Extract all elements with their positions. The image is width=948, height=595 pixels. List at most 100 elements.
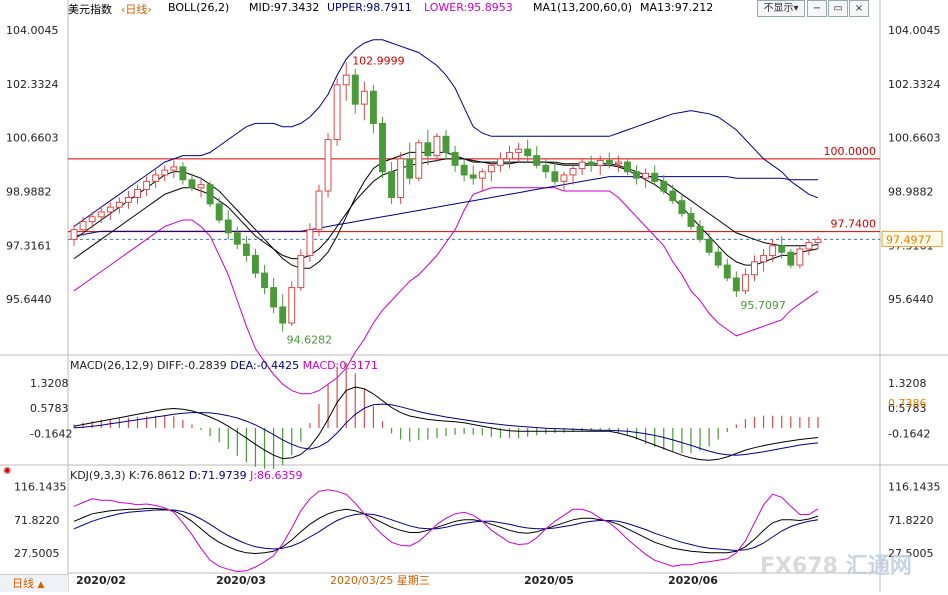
candle-body: [760, 254, 768, 263]
candle-body: [206, 184, 214, 205]
macd-label: MACD(26,12,9): [70, 359, 154, 372]
minimize-button[interactable]: −: [807, 0, 827, 17]
macd-current-label: 0.7386: [888, 397, 927, 410]
candle-body: [560, 174, 568, 182]
candle-body: [533, 155, 541, 166]
macd-tick-left: 0.5783: [30, 402, 69, 415]
period-arrow-icon: ▲: [37, 580, 45, 590]
kdj-j-line: [73, 489, 819, 573]
macd-diff-line: [73, 386, 819, 461]
candle-body: [741, 274, 749, 292]
restore-icon: ▭: [833, 3, 843, 14]
candle-body: [215, 203, 223, 221]
candle-body: [261, 272, 268, 289]
period-selector[interactable]: 日线 ▲: [0, 574, 68, 592]
price-tick-right: 98.9882: [888, 185, 934, 198]
last-price-label: 97.4977: [886, 233, 932, 246]
low-annotation: 94.6282: [287, 334, 333, 347]
minus-icon: −: [812, 3, 822, 14]
recent-low-annotation: 95.7097: [740, 299, 786, 312]
candle-body: [723, 264, 731, 279]
settings-icon[interactable]: ✺: [3, 466, 12, 477]
high-annotation: 102.9999: [352, 54, 405, 67]
candle-body: [778, 245, 786, 253]
candle-body: [542, 164, 550, 173]
candle-body: [769, 245, 777, 256]
candle-body: [787, 251, 795, 266]
candle-body: [451, 151, 459, 166]
macd-tick-right: 1.3208: [888, 377, 927, 390]
candle-body: [170, 166, 178, 171]
candle-body: [279, 306, 287, 324]
candle-body: [714, 251, 722, 266]
last-price-box: [881, 230, 943, 247]
close-button[interactable]: ×: [849, 0, 869, 17]
period-label: 日线: [12, 577, 34, 590]
candle-body: [406, 158, 414, 179]
candle-body: [70, 229, 78, 240]
candle-body: [524, 148, 532, 157]
kdj-d-line: [73, 509, 819, 552]
candle-body: [115, 201, 123, 208]
candle-body: [88, 216, 96, 223]
kdj-tick-left: 116.1435: [14, 481, 67, 494]
ma13-value: MA13:97.212: [640, 1, 714, 14]
candle-body: [651, 172, 659, 182]
candle-body: [642, 172, 650, 179]
cursor-date-label: 2020/03/25 星期三: [330, 574, 430, 587]
candle-body: [106, 206, 114, 213]
candle-body: [252, 254, 259, 274]
macd-dea: DEA:-0.4425: [230, 359, 300, 372]
boll-upper: UPPER:98.7911: [327, 1, 412, 14]
candle-body: [732, 277, 740, 292]
candle-body: [188, 179, 196, 189]
candle-body: [197, 184, 205, 189]
period-tag[interactable]: ‹日线›: [121, 3, 152, 16]
price-tick-left: 104.0045: [6, 24, 59, 37]
candle-body: [152, 174, 160, 182]
candle-body: [79, 221, 87, 231]
macd-tick-right: -0.1642: [888, 428, 930, 441]
price-tick-right: 95.6440: [888, 293, 934, 306]
ma-label: MA1(13,200,60,0): [533, 1, 633, 14]
candle-body: [342, 74, 350, 86]
price-tick-right: 102.3324: [888, 78, 941, 91]
candle-body: [487, 164, 495, 173]
candle-body: [424, 142, 432, 157]
candle-body: [605, 159, 613, 165]
kdj-tick-left: 27.5005: [14, 547, 60, 560]
overlay-upper: [73, 39, 819, 227]
candle-body: [324, 139, 332, 192]
candle-body: [179, 166, 187, 181]
candle-body: [224, 219, 232, 234]
candle-body: [360, 90, 368, 105]
overlay-lower: [73, 187, 819, 395]
price-tick-right: 100.6603: [888, 132, 941, 145]
watermark: FX678 汇通网: [760, 548, 912, 580]
watermark-cn: 汇通网: [845, 554, 912, 579]
candle-body: [633, 171, 640, 179]
candle-body: [124, 196, 132, 203]
candle-body: [569, 168, 577, 176]
candle-body: [297, 254, 305, 289]
candle-body: [469, 174, 477, 179]
time-axis-label: 2020/06: [668, 574, 718, 587]
candle-body: [379, 122, 386, 173]
kdj-tick-right: 27.5005: [888, 547, 934, 560]
candle-body: [388, 171, 396, 198]
kdj-k: K:76.8612: [129, 469, 186, 482]
candle-body: [515, 148, 523, 153]
candle-body: [678, 200, 686, 215]
candle-body: [551, 171, 559, 182]
overlay-mid: [73, 158, 819, 260]
candle-body: [442, 135, 450, 153]
level-label: 100.0000: [824, 145, 877, 158]
candle-body: [587, 161, 595, 166]
candle-body: [705, 238, 713, 253]
candle-body: [596, 159, 604, 166]
candle-body: [143, 180, 151, 190]
restore-button[interactable]: ▭: [828, 0, 848, 17]
hide-dropdown[interactable]: 不显示▾: [757, 0, 805, 17]
